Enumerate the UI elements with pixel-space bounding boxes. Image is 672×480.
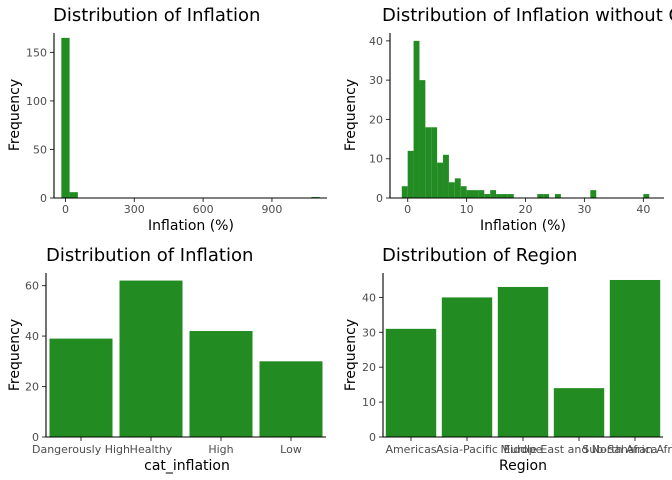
x-tick-label: Americas [385, 443, 436, 456]
histogram-bar-5 [425, 127, 432, 198]
bar-4 [553, 388, 605, 437]
histogram-bar-16 [490, 190, 497, 198]
y-tick-label: 10 [369, 153, 383, 166]
histogram-bar-6 [431, 127, 438, 198]
y-tick-label: 0 [376, 192, 383, 205]
panel-title: Distribution of Region [382, 245, 577, 266]
y-tick-label: 20 [25, 381, 39, 394]
bar-4 [259, 361, 323, 437]
y-axis-title: Frequency [343, 319, 359, 391]
x-tick-label: 40 [636, 203, 650, 216]
y-tick-label: 20 [362, 361, 376, 374]
panel-title: Distribution of Inflation without Outlie… [382, 5, 672, 26]
x-axis-title: cat_inflation [144, 458, 230, 474]
y-tick-label: 100 [26, 95, 47, 108]
x-tick-label: Sub-Saharan Africa [582, 443, 672, 456]
histogram-bar-2 [69, 192, 78, 198]
histogram-bar-24 [643, 194, 650, 198]
y-tick-label: 40 [369, 35, 383, 48]
histogram-bar-12 [466, 190, 473, 198]
histogram-bar-13 [472, 190, 479, 198]
histogram-bar-10 [454, 178, 461, 198]
x-tick-label: Healthy [130, 443, 173, 456]
histogram-bar-20 [537, 194, 544, 198]
x-tick-label: 300 [124, 203, 145, 216]
x-tick-label: 900 [261, 203, 282, 216]
y-axis-title: Frequency [7, 79, 23, 151]
x-tick-label: Asia-Pacific [436, 443, 498, 456]
histogram-bar-3 [413, 40, 420, 198]
x-axis-title: Inflation (%) [480, 218, 566, 234]
x-tick-label: Low [280, 443, 302, 456]
histogram-bar-1 [401, 186, 408, 198]
histogram-bar-21 [543, 194, 550, 198]
bar-5 [609, 279, 661, 437]
histogram-bar-8 [443, 154, 449, 198]
histogram-bar-22 [554, 194, 561, 198]
bar-2 [119, 280, 183, 437]
bar-3 [497, 286, 549, 437]
y-tick-label: 20 [369, 113, 383, 126]
histogram-bar-1 [61, 37, 70, 199]
y-tick-label: 40 [25, 330, 39, 343]
histogram-bar-4 [419, 80, 426, 198]
histogram-bar-17 [496, 194, 502, 198]
y-tick-label: 150 [26, 46, 47, 59]
x-tick-label: 0 [404, 203, 411, 216]
histogram-bar-15 [484, 194, 491, 198]
panel-title: Distribution of Inflation [46, 245, 253, 266]
x-tick-label: 30 [577, 203, 591, 216]
y-tick-label: 50 [33, 143, 47, 156]
histogram-bar-11 [460, 186, 467, 198]
bar-1 [49, 338, 113, 437]
histogram-bar-2 [407, 150, 414, 198]
x-tick-label: Dangerously High [32, 443, 130, 456]
x-axis-title: Region [499, 458, 547, 474]
x-tick-label: Europe [504, 443, 543, 456]
x-tick-label: 600 [193, 203, 214, 216]
panel-3: Distribution of Inflation cat_inflation Fr… [7, 245, 326, 474]
x-tick-label: Middle East and North Africa [501, 443, 658, 456]
bar-2 [441, 297, 493, 437]
histogram-bar-14 [478, 190, 485, 198]
y-tick-label: 40 [362, 291, 376, 304]
panel-title: Distribution of Inflation [53, 5, 260, 26]
x-axis-title: Inflation (%) [148, 218, 234, 234]
panel-4: Distribution of Region Region Frequency Ame… [343, 245, 672, 474]
y-tick-label: 0 [32, 431, 39, 444]
y-tick-label: 0 [40, 192, 47, 205]
x-tick-label: 0 [62, 203, 69, 216]
histogram-bar-18 [501, 194, 508, 198]
y-tick-label: 60 [25, 280, 39, 293]
y-axis-title: Frequency [7, 319, 23, 391]
histogram-bar-23 [590, 190, 597, 198]
x-tick-label: 20 [519, 203, 533, 216]
y-axis-title: Frequency [343, 79, 359, 151]
panel-2: Distribution of Inflation without Outlie… [343, 5, 672, 234]
y-tick-label: 30 [369, 74, 383, 87]
bar-1 [385, 328, 437, 437]
histogram-bar-9 [448, 182, 455, 198]
histogram-bar-7 [437, 162, 444, 198]
histogram-bar-19 [507, 194, 514, 198]
panel-1: Distribution of Inflation Inflation (%) Fr… [7, 5, 327, 234]
y-tick-label: 0 [369, 431, 376, 444]
x-tick-label: 10 [460, 203, 474, 216]
bar-3 [189, 331, 253, 437]
y-tick-label: 30 [362, 326, 376, 339]
x-tick-label: High [208, 443, 233, 456]
y-tick-label: 10 [362, 396, 376, 409]
